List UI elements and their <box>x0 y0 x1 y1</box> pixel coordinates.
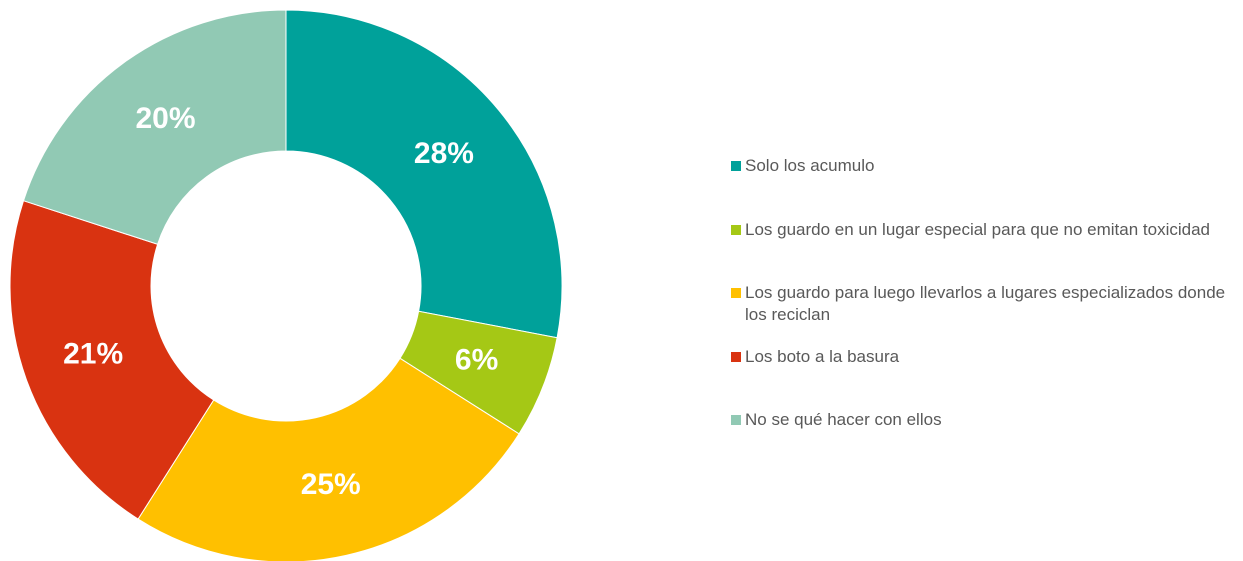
data-label: 21% <box>63 337 123 370</box>
legend-label: Solo los acumulo <box>745 156 875 175</box>
legend-label: No se qué hacer con ellos <box>745 410 942 429</box>
legend-label: Los guardo para luego llevarlos a lugare… <box>745 283 1226 324</box>
legend: Solo los acumulo Los guardo en un lugar e… <box>731 155 1241 473</box>
data-label: 20% <box>135 102 195 135</box>
chart: 28% 6% 25% 21% 20% <box>9 9 563 561</box>
legend-label: Los boto a la basura <box>745 346 900 366</box>
legend-swatch <box>731 224 741 235</box>
legend-item: No se qué hacer con ellos <box>731 409 1241 473</box>
data-label: 6% <box>455 343 498 376</box>
legend-label: Los guardo en un lugar especial para que… <box>745 219 1210 239</box>
data-label: 28% <box>414 137 474 170</box>
legend-item: Los guardo en un lugar especial para que… <box>731 219 1241 283</box>
legend-swatch <box>731 415 741 425</box>
legend-item: Los guardo para luego llevarlos a lugare… <box>731 282 1241 346</box>
slice <box>9 200 215 520</box>
legend-swatch <box>731 351 741 362</box>
slice <box>22 9 287 245</box>
legend-swatch <box>731 288 741 298</box>
data-label: 25% <box>301 468 361 501</box>
slice <box>285 9 563 339</box>
slice <box>137 357 520 561</box>
legend-item: Solo los acumulo <box>731 155 1241 219</box>
legend-swatch <box>731 161 741 171</box>
legend-item: Los boto a la basura <box>731 346 1241 410</box>
